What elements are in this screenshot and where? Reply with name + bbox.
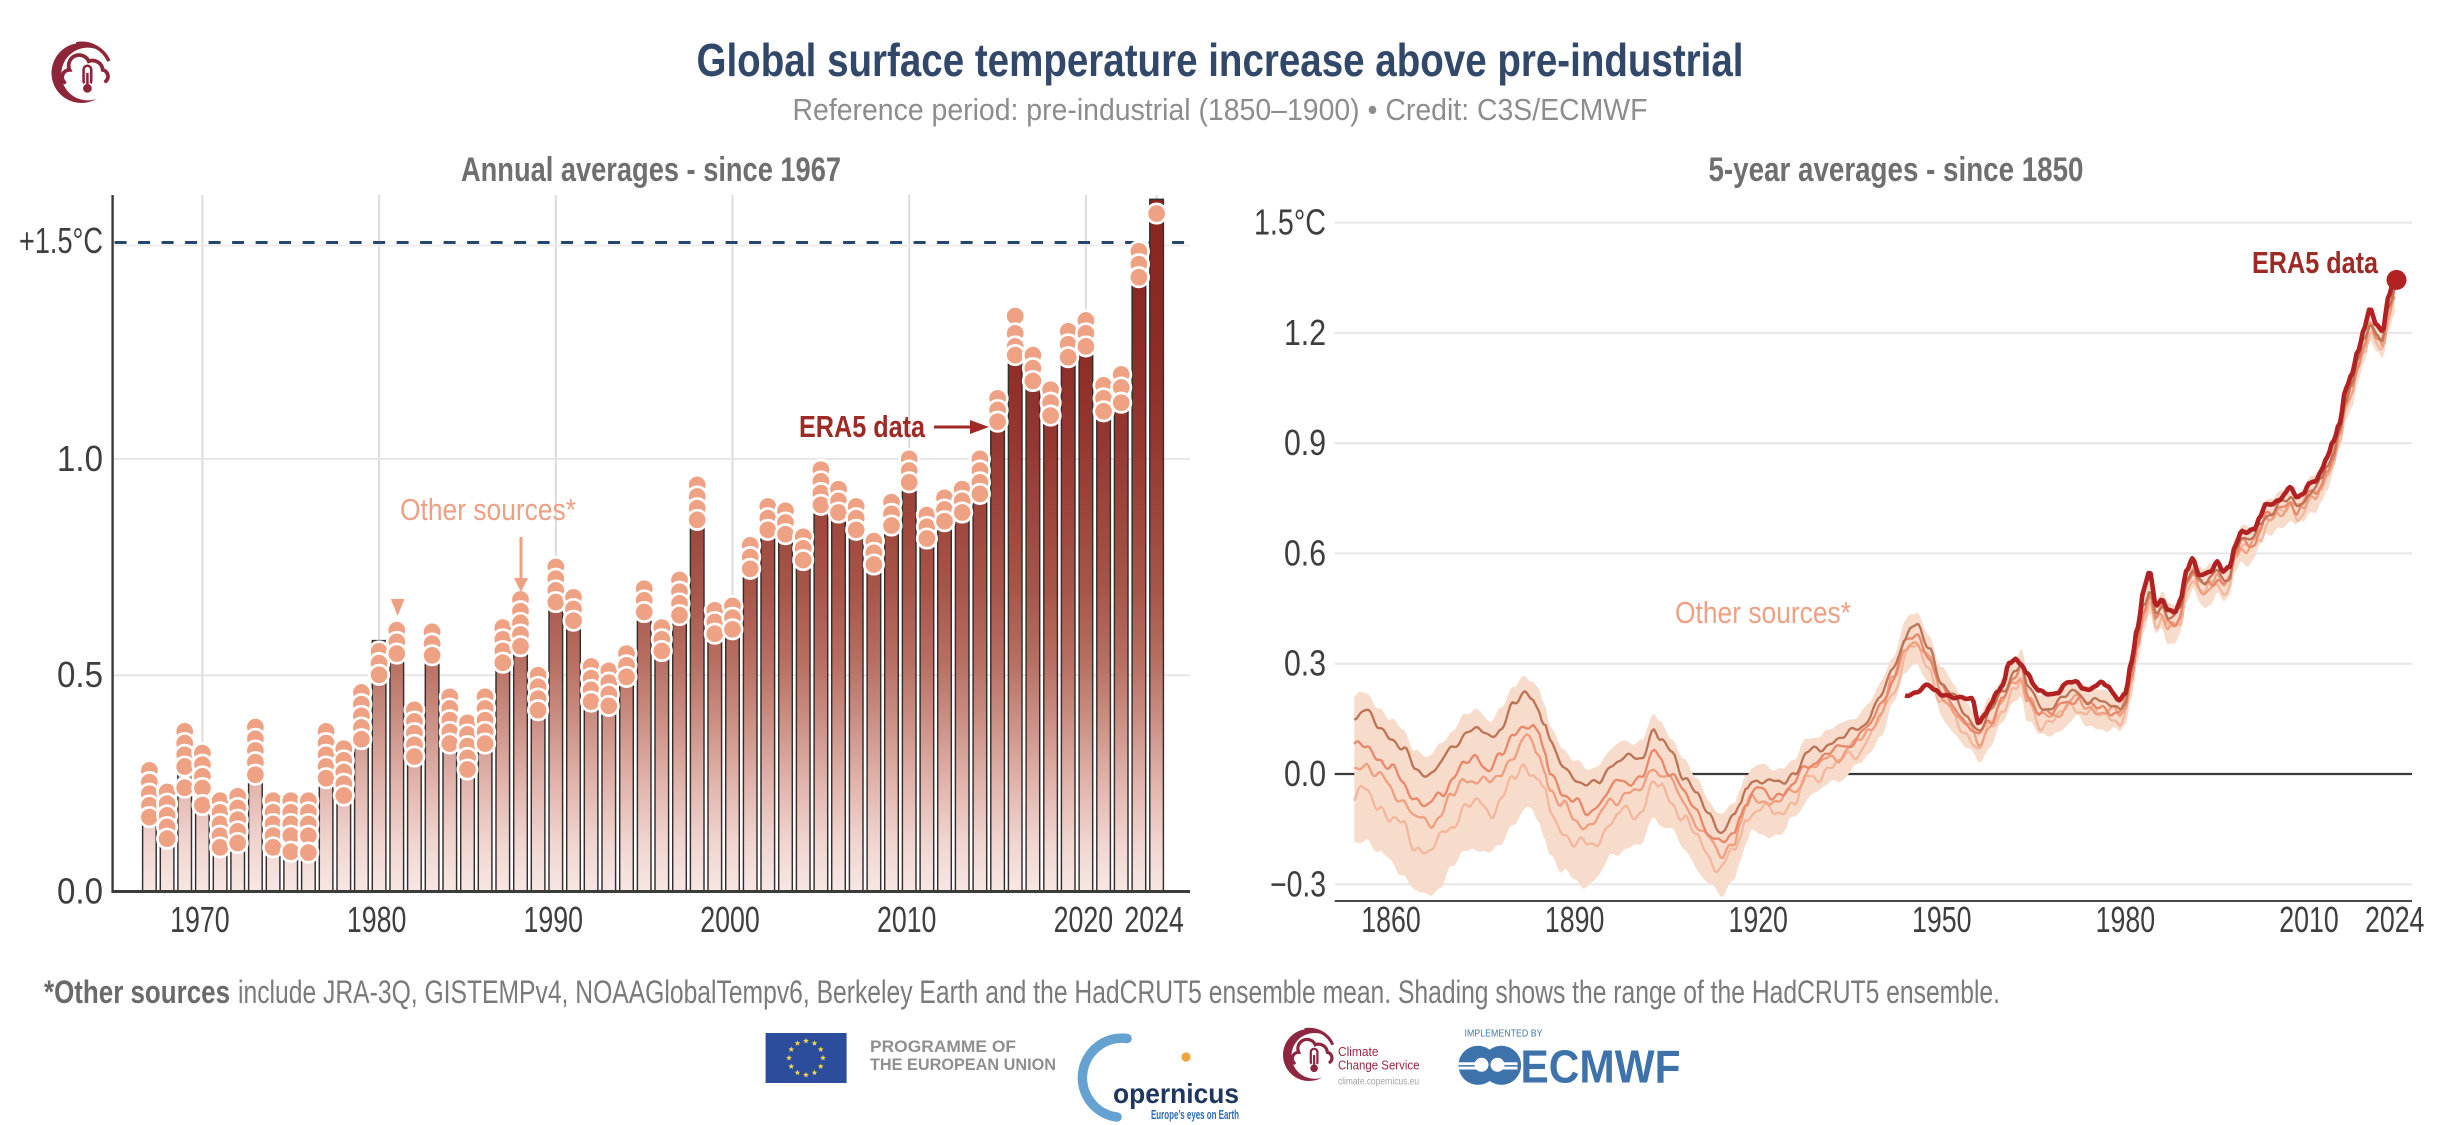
svg-text:1990: 1990 <box>524 899 584 940</box>
svg-text:0.3: 0.3 <box>1284 643 1326 684</box>
svg-text:2024: 2024 <box>2365 899 2425 940</box>
svg-text:THE EUROPEAN UNION: THE EUROPEAN UNION <box>870 1055 1056 1074</box>
svg-text:1890: 1890 <box>1545 899 1605 940</box>
svg-text:+1.5°C: +1.5°C <box>19 220 103 261</box>
svg-text:1980: 1980 <box>2096 899 2156 940</box>
svg-text:1860: 1860 <box>1361 899 1421 940</box>
svg-text:1.0: 1.0 <box>57 438 103 479</box>
svg-text:1920: 1920 <box>1728 899 1788 940</box>
svg-text:ECMWF: ECMWF <box>1521 1041 1681 1093</box>
svg-text:2010: 2010 <box>2279 899 2339 940</box>
svg-text:5-year averages - since 1850: 5-year averages - since 1850 <box>1709 151 2084 189</box>
svg-text:0.6: 0.6 <box>1284 532 1326 573</box>
svg-text:Other sources*: Other sources* <box>400 492 576 527</box>
svg-text:2010: 2010 <box>877 899 937 940</box>
svg-text:Change Service: Change Service <box>1338 1058 1420 1072</box>
svg-text:climate.copernicus.eu: climate.copernicus.eu <box>1338 1076 1419 1087</box>
svg-text:IMPLEMENTED BY: IMPLEMENTED BY <box>1465 1027 1543 1039</box>
svg-text:1.2: 1.2 <box>1284 312 1326 353</box>
svg-text:Climate: Climate <box>1338 1045 1379 1059</box>
svg-text:ERA5 data: ERA5 data <box>2252 245 2379 280</box>
svg-text:1950: 1950 <box>1912 899 1972 940</box>
svg-text:opernicus: opernicus <box>1113 1078 1239 1109</box>
svg-text:1.5°C: 1.5°C <box>1254 202 1326 243</box>
svg-text:2000: 2000 <box>700 899 760 940</box>
svg-text:0.0: 0.0 <box>57 871 103 912</box>
svg-text:*Other sources: *Other sources <box>44 974 230 1010</box>
svg-text:−0.3: −0.3 <box>1270 863 1326 904</box>
svg-text:ERA5 data: ERA5 data <box>799 409 926 444</box>
svg-text:Europe’s eyes on Earth: Europe’s eyes on Earth <box>1151 1108 1239 1122</box>
svg-text:PROGRAMME OF: PROGRAMME OF <box>870 1037 1016 1056</box>
svg-text:Annual averages - since 1967: Annual averages - since 1967 <box>461 151 841 189</box>
svg-text:Reference period: pre-industri: Reference period: pre-industrial (1850–1… <box>793 92 1648 127</box>
svg-text:2024: 2024 <box>1124 899 1184 940</box>
svg-text:0.5: 0.5 <box>57 654 103 695</box>
svg-text:0.9: 0.9 <box>1284 422 1326 463</box>
svg-text:1980: 1980 <box>347 899 407 940</box>
svg-text:Other sources*: Other sources* <box>1675 595 1851 630</box>
svg-text:0.0: 0.0 <box>1284 753 1326 794</box>
svg-text:2020: 2020 <box>1054 899 1114 940</box>
svg-text:include JRA-3Q, GISTEMPv4, NOA: include JRA-3Q, GISTEMPv4, NOAAGlobalTem… <box>238 974 2000 1010</box>
svg-text:1970: 1970 <box>170 899 230 940</box>
svg-text:Global surface temperature inc: Global surface temperature increase abov… <box>697 34 1744 86</box>
